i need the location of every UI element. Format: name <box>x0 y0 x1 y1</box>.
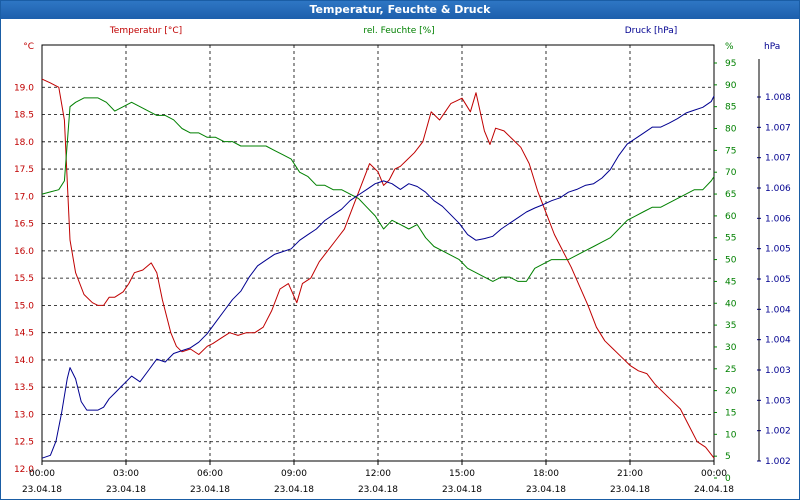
humidity-tick-label: 50 <box>725 256 737 266</box>
time-tick-label: 12:00 <box>365 469 391 479</box>
temperature-axis-title: Temperatur [°C] <box>109 26 182 36</box>
temperature-tick-label: 14.5 <box>14 329 34 339</box>
pressure-tick-label: 1.002 <box>765 457 791 467</box>
humidity-tick-label: 15 <box>725 408 736 418</box>
pressure-tick-label: 1.007 <box>765 123 791 133</box>
date-tick-label: 23.04.18 <box>526 485 566 495</box>
pressure-tick-label: 1.007 <box>765 154 791 164</box>
pressure-series-line <box>41 95 715 459</box>
time-tick-label: 21:00 <box>617 469 643 479</box>
humidity-tick-label: 85 <box>725 103 736 113</box>
temperature-tick-label: 12.0 <box>14 465 34 475</box>
date-tick-label: 23.04.18 <box>274 485 314 495</box>
humidity-tick-label: 40 <box>725 299 737 309</box>
humidity-tick-label: 70 <box>725 168 737 178</box>
humidity-tick-label: 90 <box>725 81 737 91</box>
humidity-tick-label: 80 <box>725 125 737 135</box>
temperature-axis: 12.0 12.5 13.0 13.5 14.0 14.5 15.0 15.5 16.0 16.5… <box>14 83 34 475</box>
humidity-axis-title: rel. Feuchte [%] <box>363 26 434 36</box>
humidity-unit: % <box>725 42 734 52</box>
humidity-tick-label: 95 <box>725 59 736 69</box>
humidity-series-line <box>41 97 715 282</box>
temperature-tick-label: 16.0 <box>14 247 34 257</box>
pressure-tick-label: 1.002 <box>765 427 791 437</box>
humidity-tick-label: 5 <box>725 452 731 462</box>
window-title: Temperatur, Feuchte & Druck <box>1 1 799 19</box>
humidity-tick-label: 25 <box>725 365 736 375</box>
time-tick-label: 18:00 <box>533 469 559 479</box>
date-tick-label: 23.04.18 <box>190 485 230 495</box>
pressure-tick-label: 1.003 <box>765 396 791 406</box>
time-tick-label: 09:00 <box>281 469 307 479</box>
temperature-tick-label: 17.5 <box>14 165 34 175</box>
pressure-axis: 1.002 1.002 1.003 1.003 1.004 1.004 1.005 1.005… <box>757 93 791 467</box>
temperature-tick-label: 15.5 <box>14 274 34 284</box>
chart-canvas: 12.0 12.5 13.0 13.5 14.0 14.5 15.0 15.5 16.0 16.5… <box>14 26 791 495</box>
temperature-tick-label: 12.5 <box>14 438 34 448</box>
pressure-tick-label: 1.006 <box>765 214 791 224</box>
pressure-tick-label: 1.005 <box>765 275 791 285</box>
date-tick-label: 23.04.18 <box>442 485 482 495</box>
humidity-tick-label: 45 <box>725 277 736 287</box>
humidity-tick-label: 65 <box>725 190 736 200</box>
pressure-tick-label: 1.003 <box>765 366 791 376</box>
temperature-series-line <box>41 78 715 459</box>
date-tick-label: 23.04.18 <box>106 485 146 495</box>
time-tick-label: 00:00 <box>701 469 727 479</box>
temperature-tick-label: 13.0 <box>14 410 34 420</box>
humidity-axis: 0 5 10 15 20 25 30 35 40 45 50 55 60 65 70 75 80 85 90 95 <box>714 59 737 484</box>
temperature-tick-label: 15.0 <box>14 301 34 311</box>
date-tick-label: 23.04.18 <box>358 485 398 495</box>
humidity-tick-label: 35 <box>725 321 736 331</box>
date-tick-label: 23.04.18 <box>22 485 62 495</box>
temperature-tick-label: 14.0 <box>14 356 34 366</box>
pressure-tick-label: 1.008 <box>765 93 791 103</box>
date-tick-label: 23.04.18 <box>610 485 650 495</box>
humidity-tick-label: 20 <box>725 387 737 397</box>
humidity-tick-label: 10 <box>725 430 737 440</box>
series-layer <box>41 78 715 459</box>
time-tick-label: 06:00 <box>197 469 223 479</box>
time-tick-label: 03:00 <box>113 469 139 479</box>
temperature-tick-label: 18.5 <box>14 111 34 121</box>
humidity-tick-label: 60 <box>725 212 737 222</box>
temperature-tick-label: 13.5 <box>14 383 34 393</box>
grid-lines <box>42 45 714 461</box>
humidity-tick-label: 55 <box>725 234 736 244</box>
humidity-tick-label: 0 <box>725 474 731 484</box>
humidity-tick-label: 30 <box>725 343 737 353</box>
pressure-tick-label: 1.006 <box>765 184 791 194</box>
pressure-axis-title: Druck [hPa] <box>625 26 678 36</box>
time-tick-label: 15:00 <box>449 469 475 479</box>
pressure-tick-label: 1.004 <box>765 305 791 315</box>
temperature-tick-label: 17.0 <box>14 192 34 202</box>
time-axis: 00:00 23.04.18 03:00 23.04.18 06:00 23.04.18 0… <box>22 461 734 495</box>
temperature-tick-label: 18.0 <box>14 138 34 148</box>
temperature-unit: °C <box>23 42 34 52</box>
date-tick-label: 24.04.18 <box>694 485 734 495</box>
time-tick-label: 00:00 <box>29 469 55 479</box>
humidity-tick-label: 75 <box>725 146 736 156</box>
pressure-tick-label: 1.004 <box>765 336 791 346</box>
temperature-tick-label: 16.5 <box>14 220 34 230</box>
temperature-tick-label: 19.0 <box>14 83 34 93</box>
pressure-tick-label: 1.005 <box>765 245 791 255</box>
pressure-unit: hPa <box>764 42 780 52</box>
